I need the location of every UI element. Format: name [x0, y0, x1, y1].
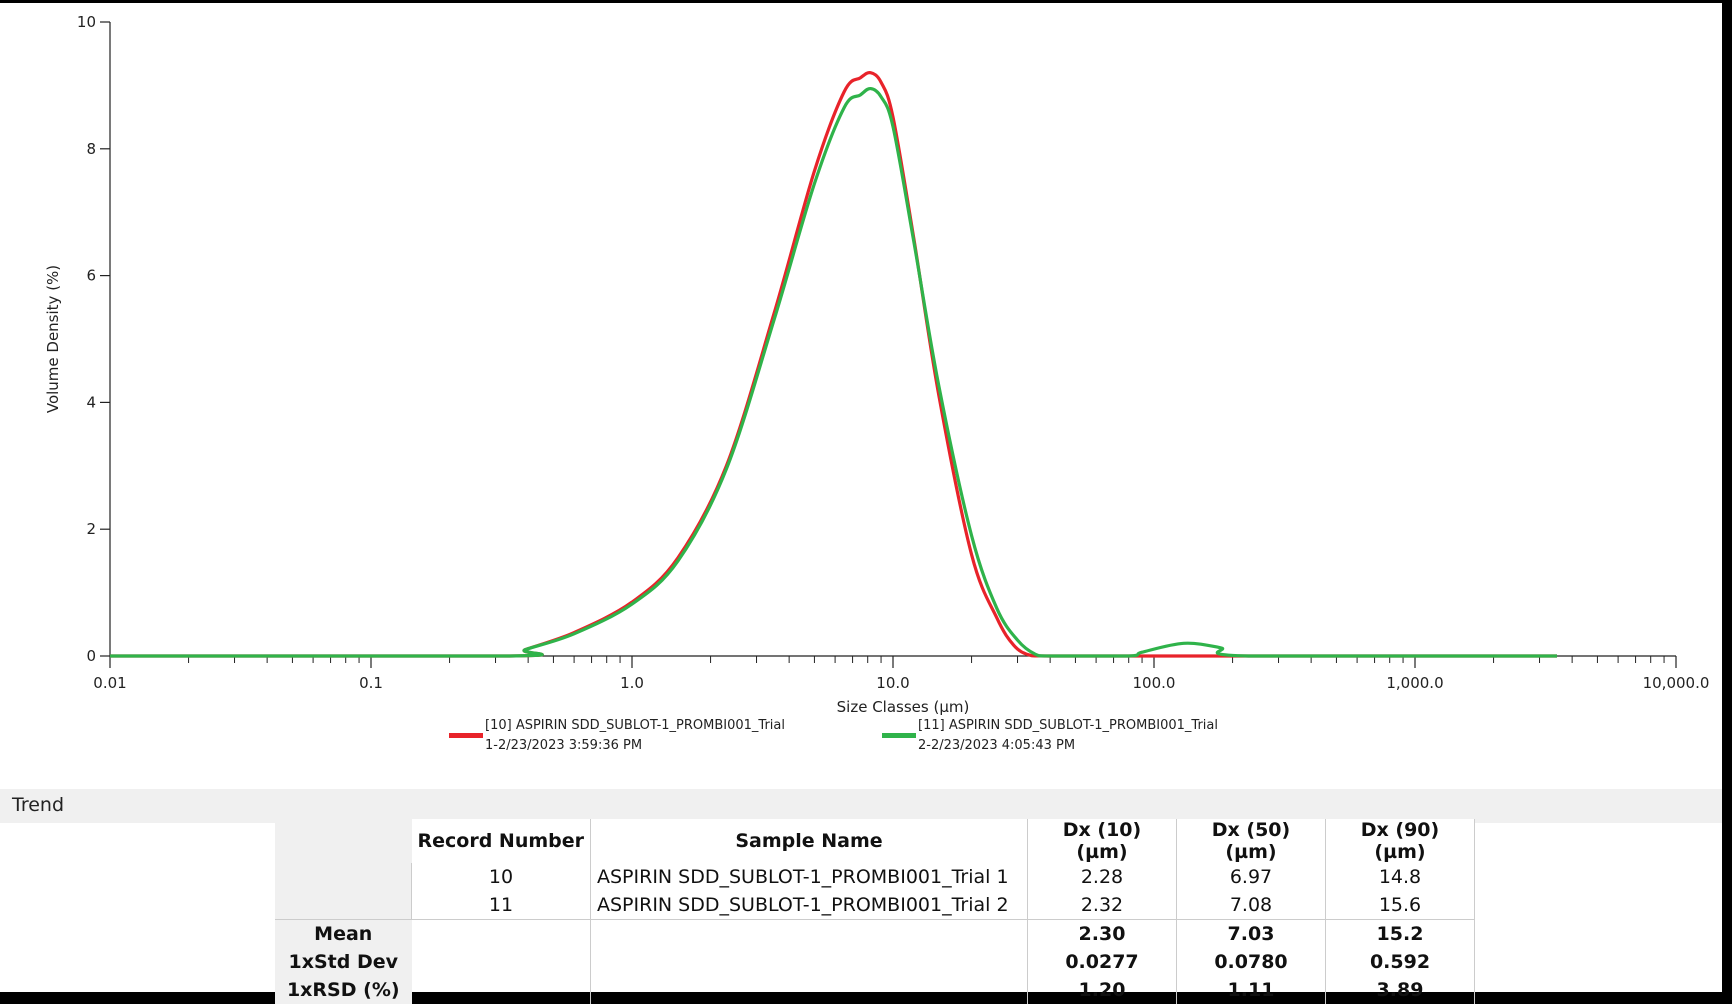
series-line-2 [110, 86, 1557, 658]
table-row[interactable]: 10 ASPIRIN SDD_SUBLOT-1_PROMBI001_Trial … [275, 863, 1475, 891]
legend-swatch-1 [449, 733, 483, 738]
mean-dx10-cell: 2.30 [1027, 919, 1177, 948]
trend-title: Trend [12, 794, 64, 816]
x-tick-label: 1,000.0 [1386, 674, 1443, 692]
x-axis-label: Size Classes (µm) [837, 698, 970, 716]
row-header-cell [275, 863, 412, 891]
record-number-cell: 10 [411, 863, 591, 891]
trend-header-bar [0, 789, 1722, 823]
record-number-cell: 11 [411, 891, 591, 920]
x-tick-label: 10,000.0 [1643, 674, 1710, 692]
x-tick-label: 0.1 [359, 674, 383, 692]
x-tick-label: 1.0 [620, 674, 644, 692]
legend-entry-1: [10] ASPIRIN SDD_SUBLOT-1_PROMBI001_Tria… [449, 718, 785, 753]
mean-dx90-cell: 15.2 [1325, 919, 1475, 948]
mean-dx50-cell: 7.03 [1176, 919, 1326, 948]
y-tick-label: 4 [86, 393, 96, 411]
legend-swatch-2 [882, 733, 916, 738]
legend-label-1-line-2: 1-2/23/2023 3:59:36 PM [485, 738, 642, 753]
empty-cell [411, 948, 591, 976]
stat-label-std-dev: 1xStd Dev [275, 948, 412, 976]
legend-label-1-line-1: [10] ASPIRIN SDD_SUBLOT-1_PROMBI001_Tria… [485, 718, 785, 733]
y-tick-label: 6 [86, 267, 96, 285]
stats-row-std-dev: 1xStd Dev 0.0277 0.0780 0.592 [275, 948, 1475, 976]
volume-density-chart: 0 2 4 6 8 10 0.01 0.1 1.0 10.0 100.0 1,000.0 10,000.… [44, 13, 1710, 753]
dx10-cell: 2.32 [1027, 891, 1177, 920]
empty-cell [411, 976, 591, 1004]
stats-row-rsd: 1xRSD (%) 1.20 1.11 3.89 [275, 976, 1475, 1004]
table-row[interactable]: 11 ASPIRIN SDD_SUBLOT-1_PROMBI001_Trial … [275, 891, 1475, 920]
column-header-sample-name[interactable]: Sample Name [590, 819, 1028, 863]
legend-entry-2: [11] ASPIRIN SDD_SUBLOT-1_PROMBI001_Tria… [882, 718, 1218, 753]
y-tick-label: 8 [86, 140, 96, 158]
chart-series [110, 71, 1557, 658]
empty-cell [590, 948, 1028, 976]
rsd-dx50-cell: 1.11 [1176, 976, 1326, 1004]
x-tick-label: 0.01 [93, 674, 126, 692]
empty-cell [411, 919, 591, 948]
y-tick-label: 0 [86, 647, 96, 665]
empty-cell [590, 919, 1028, 948]
table-corner-cell [275, 819, 412, 863]
dx90-cell: 14.8 [1325, 863, 1475, 891]
trend-table: Record Number Sample Name Dx (10) (µm) D… [275, 819, 1475, 1004]
stat-label-rsd: 1xRSD (%) [275, 976, 412, 1004]
row-header-cell [275, 891, 412, 920]
legend-label-2-line-2: 2-2/23/2023 4:05:43 PM [918, 738, 1075, 753]
empty-cell [590, 976, 1028, 1004]
x-tick-label: 10.0 [876, 674, 909, 692]
stat-label-mean: Mean [275, 919, 412, 948]
dx90-cell: 15.6 [1325, 891, 1475, 920]
series-line-1 [110, 71, 1557, 658]
sample-name-cell: ASPIRIN SDD_SUBLOT-1_PROMBI001_Trial 2 [590, 891, 1028, 920]
legend-label-2-line-1: [11] ASPIRIN SDD_SUBLOT-1_PROMBI001_Tria… [918, 718, 1218, 733]
chart-panel: 0 2 4 6 8 10 0.01 0.1 1.0 10.0 100.0 1,000.0 10,000.… [0, 3, 1722, 789]
dx50-cell: 6.97 [1176, 863, 1326, 891]
sample-name-cell: ASPIRIN SDD_SUBLOT-1_PROMBI001_Trial 1 [590, 863, 1028, 891]
dx10-cell: 2.28 [1027, 863, 1177, 891]
std-dx50-cell: 0.0780 [1176, 948, 1326, 976]
std-dx90-cell: 0.592 [1325, 948, 1475, 976]
y-tick-label: 2 [86, 520, 96, 538]
y-tick-label: 10 [77, 13, 96, 31]
column-header-dx50[interactable]: Dx (50) (µm) [1176, 819, 1326, 863]
column-header-dx90[interactable]: Dx (90) (µm) [1325, 819, 1475, 863]
column-header-record-number[interactable]: Record Number [411, 819, 591, 863]
x-tick-label: 100.0 [1133, 674, 1176, 692]
rsd-dx10-cell: 1.20 [1027, 976, 1177, 1004]
dx50-cell: 7.08 [1176, 891, 1326, 920]
column-header-dx10[interactable]: Dx (10) (µm) [1027, 819, 1177, 863]
y-axis-label: Volume Density (%) [44, 265, 62, 413]
table-header-row: Record Number Sample Name Dx (10) (µm) D… [275, 819, 1475, 863]
chart-legend: [10] ASPIRIN SDD_SUBLOT-1_PROMBI001_Tria… [449, 718, 1218, 753]
rsd-dx90-cell: 3.89 [1325, 976, 1475, 1004]
stats-row-mean: Mean 2.30 7.03 15.2 [275, 919, 1475, 948]
std-dx10-cell: 0.0277 [1027, 948, 1177, 976]
